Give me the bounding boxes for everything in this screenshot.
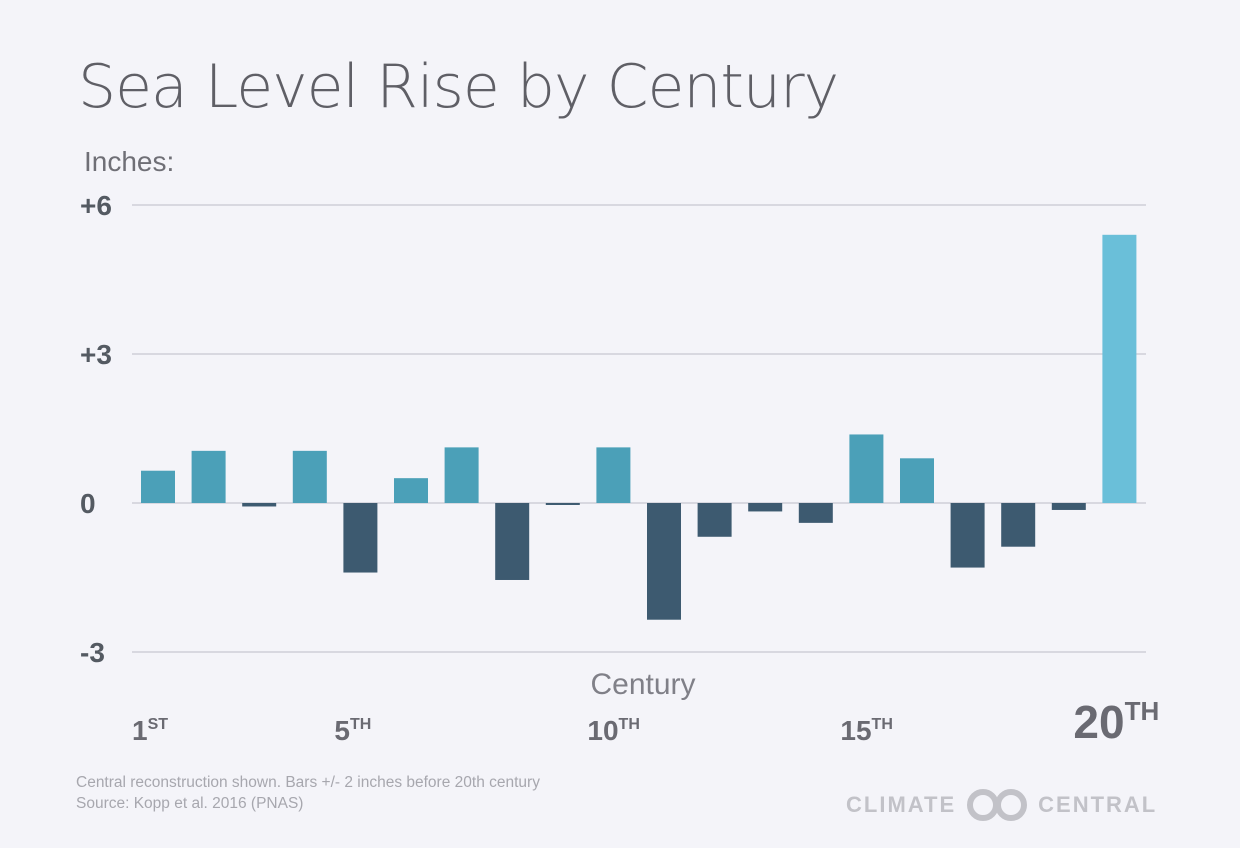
y-tick-label: 0 — [80, 488, 96, 519]
bar — [495, 503, 530, 580]
y-tick-label: -3 — [80, 637, 105, 668]
grid-lines — [132, 204, 1146, 653]
bar — [545, 503, 580, 505]
bar — [191, 450, 226, 503]
bar — [798, 503, 833, 523]
logo-rings-icon — [967, 789, 1028, 821]
footnote-source: Source: Kopp et al. 2016 (PNAS) — [76, 795, 304, 812]
bar — [1051, 503, 1086, 510]
bar — [596, 447, 631, 503]
footnote-line-1: Central reconstruction shown. Bars +/- 2… — [76, 774, 540, 791]
bar — [647, 503, 681, 620]
y-tick-labels: +6 +3 0 -3 — [80, 190, 112, 668]
bar — [1102, 234, 1137, 504]
x-tick-label: 20TH — [1073, 696, 1159, 748]
x-axis-label: Century — [590, 668, 695, 701]
footnote: Central reconstruction shown. Bars +/- 2… — [76, 772, 540, 814]
bar — [292, 450, 327, 503]
bar — [343, 503, 378, 573]
x-tick-label: 1ST — [132, 715, 168, 746]
y-axis-label: Inches: — [84, 146, 175, 177]
bar — [900, 458, 934, 503]
bars — [141, 234, 1137, 620]
bar — [849, 434, 884, 503]
x-tick-labels: 1ST 5TH 10TH 15TH 20TH — [132, 696, 1159, 748]
y-tick-label: +6 — [80, 190, 112, 221]
bar — [242, 503, 277, 507]
y-tick-label: +3 — [80, 339, 112, 370]
bar — [748, 503, 783, 512]
logo-text-climate: CLIMATE — [846, 792, 957, 817]
x-tick-label: 5TH — [334, 715, 371, 746]
bar — [697, 503, 732, 537]
bar — [141, 470, 175, 503]
logo-text-central: CENTRAL — [1038, 792, 1158, 817]
climate-central-logo: CLIMATE CENTRAL — [846, 788, 1157, 822]
bar — [950, 503, 985, 568]
chart-title: Sea Level Rise by Century — [78, 52, 839, 122]
bar — [444, 447, 479, 503]
x-tick-label: 10TH — [587, 715, 639, 746]
x-tick-label: 15TH — [840, 715, 892, 746]
bar — [1001, 503, 1036, 547]
bar — [394, 478, 428, 503]
